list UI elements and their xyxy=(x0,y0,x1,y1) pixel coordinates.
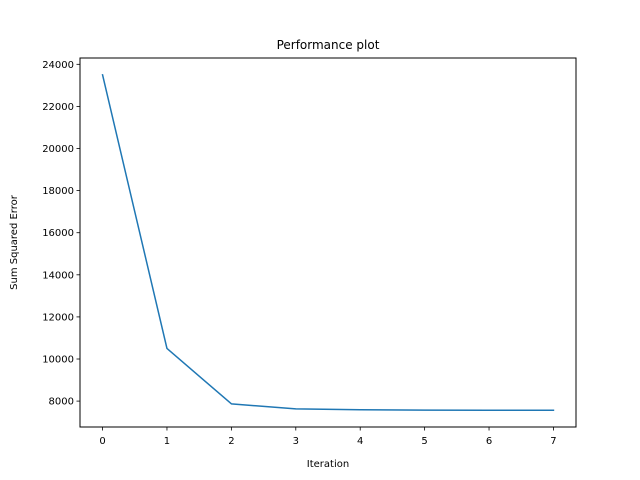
x-tick-label: 1 xyxy=(164,436,170,447)
y-tick-label: 18000 xyxy=(42,186,74,197)
plot-frame xyxy=(79,57,577,428)
y-tick-label: 10000 xyxy=(42,355,74,366)
x-tick-label: 6 xyxy=(486,436,492,447)
y-tick-label: 14000 xyxy=(42,270,74,281)
plot-layer xyxy=(101,73,555,412)
y-tick-label: 22000 xyxy=(42,102,74,113)
y-tick-label: 16000 xyxy=(42,228,74,239)
y-tick-label: 12000 xyxy=(42,312,74,323)
y-axis-label: Sum Squared Error xyxy=(9,194,20,290)
x-tick-label: 5 xyxy=(421,436,427,447)
series-line-0 xyxy=(101,73,555,412)
x-tick-label: 2 xyxy=(228,436,234,447)
x-tick-label: 7 xyxy=(550,436,556,447)
y-tick-label: 20000 xyxy=(42,144,74,155)
x-tick-label: 0 xyxy=(99,436,105,447)
x-tick-label: 3 xyxy=(293,436,299,447)
x-axis-ticks: 0 1 2 3 4 5 6 7 xyxy=(99,427,557,447)
chart-title: Performance plot xyxy=(277,38,380,52)
y-tick-label: 8000 xyxy=(49,397,74,408)
y-axis-ticks: 8000 10000 12000 14000 16000 18000 20000 22000 2… xyxy=(42,60,80,408)
y-tick-label: 24000 xyxy=(42,60,74,71)
x-tick-label: 4 xyxy=(357,436,363,447)
x-axis-label: Iteration xyxy=(307,459,349,470)
